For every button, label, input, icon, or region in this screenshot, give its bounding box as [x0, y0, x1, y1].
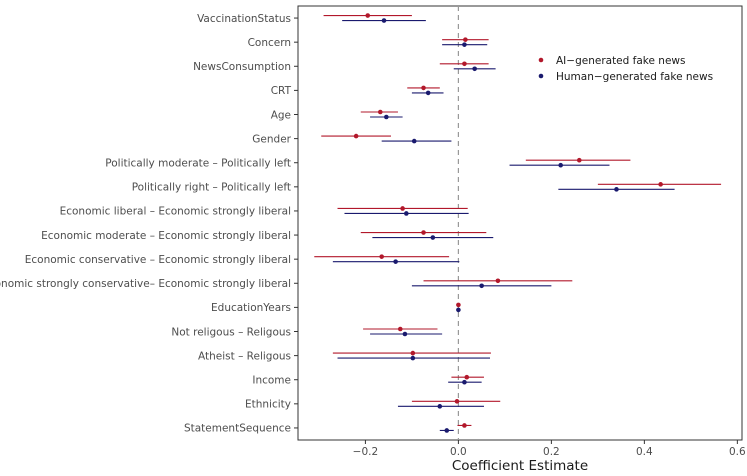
point-estimate: [558, 162, 563, 168]
point-estimate: [379, 254, 384, 259]
category-label: Not religous – Religous: [171, 326, 291, 338]
point-estimate: [384, 114, 389, 120]
point-estimate: [463, 37, 468, 42]
point-estimate: [437, 404, 443, 409]
x-tick-label: 0.6: [729, 446, 746, 458]
category-label: NewsConsumption: [193, 61, 291, 73]
point-estimate: [377, 109, 383, 115]
point-estimate: [495, 278, 501, 284]
category-label: Income: [252, 375, 291, 387]
x-axis-title: Coefficient Estimate: [452, 458, 588, 474]
x-tick-label: 0.2: [543, 446, 560, 458]
series-human-generated: [332, 18, 675, 433]
legend-key: [538, 73, 544, 79]
point-estimate: [365, 13, 371, 18]
point-estimate: [479, 283, 484, 289]
point-estimate: [430, 235, 436, 240]
category-label: EducationYears: [211, 302, 291, 314]
point-estimate: [410, 355, 416, 361]
point-estimate: [462, 61, 467, 67]
category-label: Atheist – Religous: [198, 350, 291, 362]
point-estimate: [614, 187, 619, 192]
point-estimate: [454, 399, 460, 404]
point-estimate: [393, 259, 398, 264]
point-estimate: [404, 211, 409, 216]
point-estimate: [658, 182, 663, 187]
point-estimate: [425, 90, 431, 96]
category-label: Gender: [252, 133, 291, 145]
category-label: Politically moderate – Politically left: [105, 158, 291, 170]
category-label: Economic strongly conservative– Economic…: [0, 278, 291, 290]
series-ai-generated: [314, 13, 722, 428]
point-estimate: [576, 157, 582, 163]
category-label: StatementSequence: [184, 423, 291, 435]
point-estimate: [411, 138, 417, 144]
point-estimate: [456, 307, 461, 313]
point-estimate: [421, 85, 426, 91]
point-estimate: [353, 133, 359, 139]
point-estimate: [381, 18, 387, 23]
point-estimate: [400, 206, 405, 211]
category-label: Economic moderate – Economic strongly li…: [41, 230, 291, 242]
point-estimate: [464, 374, 470, 380]
category-label: Age: [271, 109, 291, 121]
point-estimate: [402, 331, 408, 337]
x-tick-label: 0.0: [450, 446, 467, 458]
point-estimate: [462, 379, 467, 385]
category-label: Concern: [248, 37, 291, 49]
x-tick-label: −0.2: [353, 446, 379, 458]
point-estimate: [472, 66, 477, 72]
point-estimate: [421, 230, 426, 235]
category-label: Politically right – Politically left: [132, 182, 291, 194]
point-estimate: [462, 423, 467, 428]
legend-label: AI−generated fake news: [556, 55, 685, 67]
category-label: VaccinationStatus: [197, 13, 291, 25]
point-estimate: [456, 302, 461, 308]
legend: AI−generated fake news Human−generated fa…: [538, 55, 713, 83]
point-estimate: [410, 350, 416, 356]
category-label: Economic conservative – Economic strongl…: [25, 254, 291, 266]
point-estimate: [397, 326, 403, 332]
legend-key: [538, 57, 544, 63]
category-label: Economic liberal – Economic strongly lib…: [60, 206, 291, 218]
panel-border: [297, 5, 743, 441]
point-estimate: [462, 42, 467, 47]
x-tick-label: 0.4: [636, 446, 653, 458]
category-label: Ethnicity: [245, 399, 291, 411]
legend-label: Human−generated fake news: [556, 71, 713, 83]
category-label: CRT: [271, 85, 292, 97]
point-estimate: [444, 428, 450, 433]
